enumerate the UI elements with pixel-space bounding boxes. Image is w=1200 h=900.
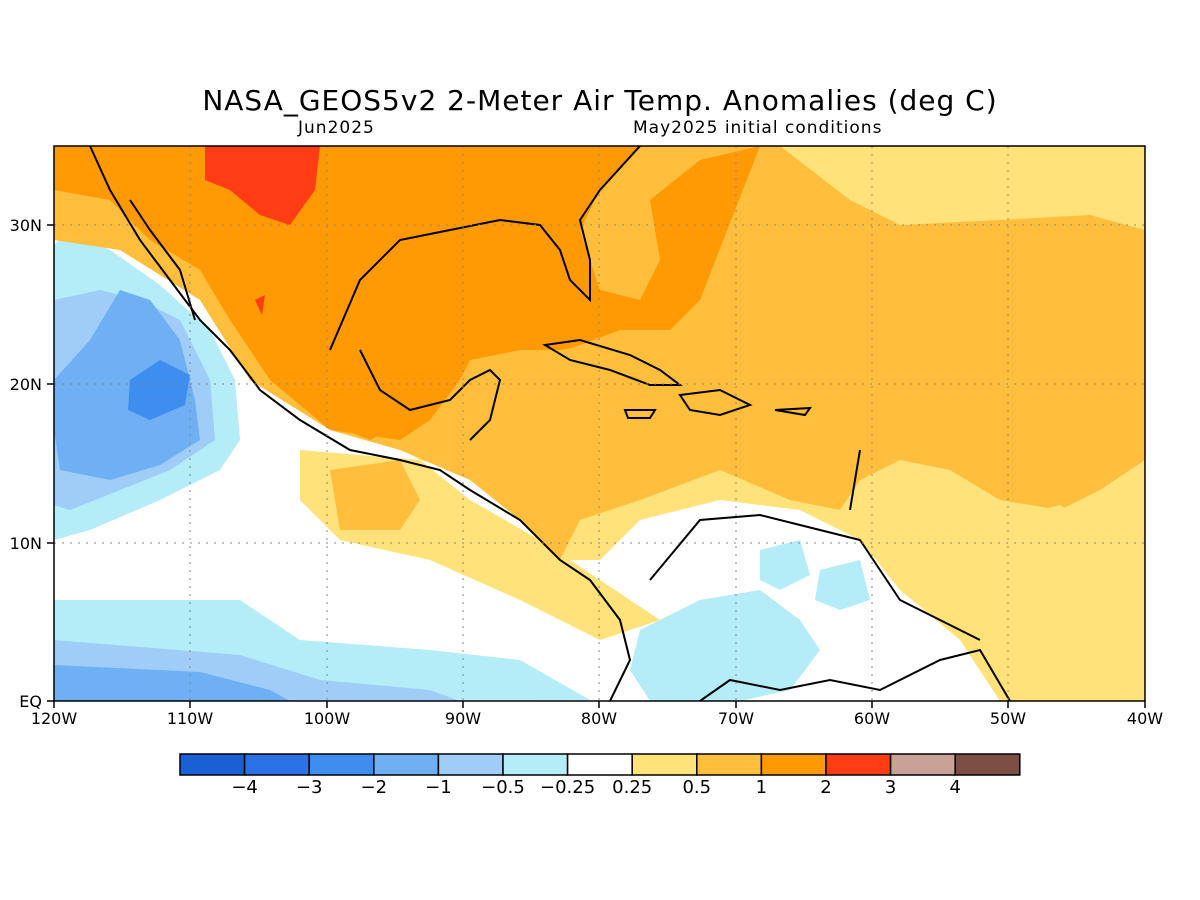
colorbar-label: −3 (296, 777, 323, 798)
colorbar-label: 2 (820, 777, 831, 798)
colorbar-swatch (696, 753, 763, 776)
coastlines (89, 146, 1011, 701)
colorbar-label: 4 (949, 777, 960, 798)
lon-label: 50W (990, 709, 1026, 728)
lon-label: 70W (718, 709, 754, 728)
colorbar-label: −0.5 (481, 777, 525, 798)
colorbar-swatch (760, 753, 827, 776)
colorbar-label: −2 (361, 777, 388, 798)
colorbar-swatch (373, 753, 440, 776)
colorbar-label: −4 (231, 777, 258, 798)
lon-label: 60W (854, 709, 890, 728)
colorbar-swatch (437, 753, 504, 776)
colorbar-label: 3 (885, 777, 896, 798)
colorbar-swatch (825, 753, 892, 776)
colorbar-label: 0.5 (682, 777, 711, 798)
latitude-labels: 30N 20N 10N EQ (10, 216, 42, 711)
colorbar-swatch (954, 753, 1021, 776)
initial-conditions: May2025 initial conditions (633, 118, 883, 138)
lat-label: 20N (10, 375, 42, 394)
colorbar-swatch (889, 753, 956, 776)
colorbar-swatch (502, 753, 569, 776)
colorbar-swatch (179, 753, 246, 776)
colorbar-swatch (566, 753, 633, 776)
gridlines (54, 146, 1145, 701)
lon-label: 90W (445, 709, 481, 728)
colorbar-swatch (308, 753, 375, 776)
colorbar-label: −0.25 (540, 777, 595, 798)
lon-label: 40W (1127, 709, 1163, 728)
colorbar-label: 1 (756, 777, 767, 798)
lat-label: 10N (10, 534, 42, 553)
chart-title: NASA_GEOS5v2 2-Meter Air Temp. Anomalies… (202, 84, 998, 117)
colorbar-swatch (631, 753, 698, 776)
longitude-labels: 120W 110W 100W 90W 80W 70W 60W 50W 40W (31, 709, 1163, 728)
lon-label: 100W (304, 709, 351, 728)
colorbar: −4 −3 −2 −1 −0.5 −0.25 0.25 0.5 1 2 3 4 (179, 753, 1021, 798)
lat-label: EQ (19, 692, 42, 711)
colorbar-label: −1 (425, 777, 452, 798)
colorbar-swatch (243, 753, 310, 776)
lon-label: 80W (581, 709, 617, 728)
lon-label: 110W (167, 709, 214, 728)
colorbar-label: 0.25 (612, 777, 652, 798)
lon-label: 120W (31, 709, 78, 728)
lat-label: 30N (10, 216, 42, 235)
forecast-month: Jun2025 (298, 118, 375, 138)
anomaly-field (54, 146, 1145, 701)
